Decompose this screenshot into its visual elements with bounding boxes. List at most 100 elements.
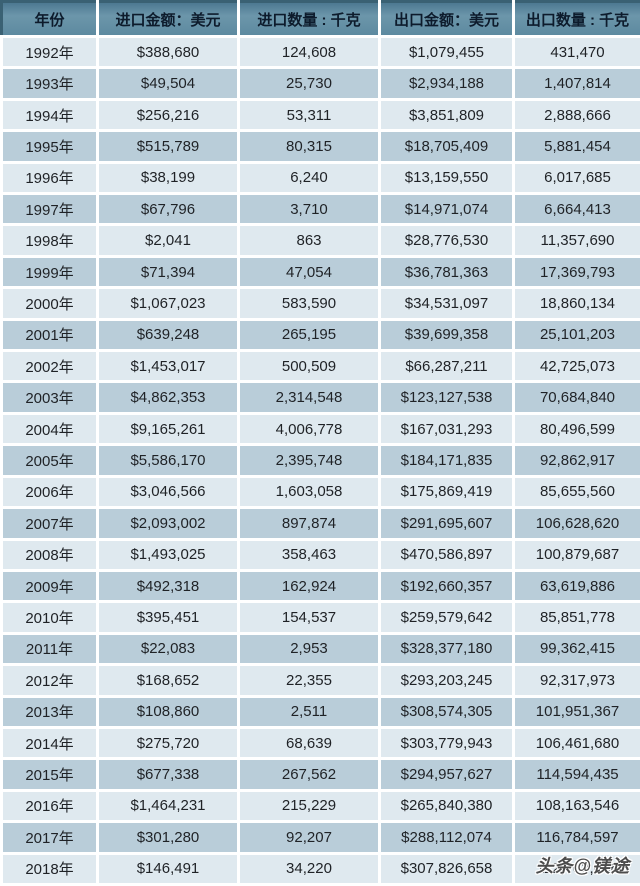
cell-import-value: $256,216 [99,100,237,130]
cell-import-qty: 583,590 [240,289,378,318]
cell-import-value: $1,493,025 [99,540,237,569]
cell-year: 1992年 [3,38,96,67]
cell-export-value: $3,851,809 [381,100,512,130]
cell-year: 2014年 [3,728,96,758]
cell-export-value: $192,660,357 [381,571,512,601]
cell-export-qty: 85,655,560 [515,477,640,507]
cell-export-value: $167,031,293 [381,414,512,444]
table-row: 2009年 $492,318 162,924 $192,660,357 63,619,8… [3,571,640,601]
cell-import-value: $395,451 [99,603,237,632]
cell-import-qty: 47,054 [240,257,378,287]
cell-import-qty: 500,509 [240,352,378,381]
cell-export-value: $66,287,211 [381,352,512,381]
cell-import-value: $492,318 [99,571,237,601]
cell-year: 2001年 [3,320,96,350]
cell-import-value: $4,862,353 [99,383,237,412]
cell-export-qty: 85,851,778 [515,603,640,632]
table-row: 1996年 $38,199 6,240 $13,159,550 6,017,685 [3,163,640,193]
cell-import-qty: 3,710 [240,195,378,224]
cell-import-value: $1,067,023 [99,289,237,318]
cell-year: 2011年 [3,634,96,664]
cell-year: 2016年 [3,791,96,821]
cell-year: 2010年 [3,603,96,632]
cell-export-value: $2,934,188 [381,69,512,98]
cell-year: 2005年 [3,446,96,475]
cell-export-qty: 18,860,134 [515,289,640,318]
cell-import-qty: 80,315 [240,132,378,161]
cell-import-value: $2,093,002 [99,509,237,538]
cell-export-value: $308,574,305 [381,697,512,726]
cell-import-value: $639,248 [99,320,237,350]
table-row: 1992年 $388,680 124,608 $1,079,455 431,470 [3,38,640,67]
cell-export-qty: 101,951,367 [515,697,640,726]
cell-export-qty: 2,888,666 [515,100,640,130]
cell-export-qty: 25,101,203 [515,320,640,350]
cell-export-qty: 5,881,454 [515,132,640,161]
table-row: 2016年 $1,464,231 215,229 $265,840,380 108,16… [3,791,640,821]
cell-import-value: $677,338 [99,760,237,789]
cell-year: 2017年 [3,823,96,852]
cell-import-value: $108,860 [99,697,237,726]
cell-export-qty: 100,879,687 [515,540,640,569]
cell-export-value: $265,840,380 [381,791,512,821]
cell-export-qty: 106,628,620 [515,509,640,538]
cell-year: 2008年 [3,540,96,569]
cell-export-value: $291,695,607 [381,509,512,538]
cell-import-qty: 4,006,778 [240,414,378,444]
cell-import-qty: 124,608 [240,38,378,67]
cell-year: 2003年 [3,383,96,412]
cell-import-qty: 34,220 [240,854,378,883]
cell-export-value: $36,781,363 [381,257,512,287]
cell-export-value: $39,699,358 [381,320,512,350]
cell-import-value: $71,394 [99,257,237,287]
cell-export-value: $1,079,455 [381,38,512,67]
cell-export-qty: 17,369,793 [515,257,640,287]
cell-export-value: $294,957,627 [381,760,512,789]
table-row: 2013年 $108,860 2,511 $308,574,305 101,951,36… [3,697,640,726]
table-row: 1999年 $71,394 47,054 $36,781,363 17,369,793 [3,257,640,287]
cell-year: 1994年 [3,100,96,130]
table-row: 2011年 $22,083 2,953 $328,377,180 99,362,415 [3,634,640,664]
table-row: 2002年 $1,453,017 500,509 $66,287,211 42,725,… [3,352,640,381]
col-header-year: 年份 [3,3,96,35]
cell-import-qty: 265,195 [240,320,378,350]
table-body: 1992年 $388,680 124,608 $1,079,455 431,470 199… [3,38,640,883]
cell-import-value: $146,491 [99,854,237,883]
cell-import-qty: 2,511 [240,697,378,726]
cell-year: 1998年 [3,226,96,255]
cell-year: 2002年 [3,352,96,381]
table-row: 2014年 $275,720 68,639 $303,779,943 106,461,6… [3,728,640,758]
cell-export-qty: 116,784,597 [515,823,640,852]
cell-export-qty: 112,703,086 [515,854,640,883]
cell-import-qty: 92,207 [240,823,378,852]
cell-import-qty: 358,463 [240,540,378,569]
cell-export-qty: 431,470 [515,38,640,67]
cell-export-value: $28,776,530 [381,226,512,255]
cell-import-value: $1,453,017 [99,352,237,381]
cell-year: 2013年 [3,697,96,726]
table-row: 2017年 $301,280 92,207 $288,112,074 116,784,5… [3,823,640,852]
cell-year: 1993年 [3,69,96,98]
cell-export-qty: 108,163,546 [515,791,640,821]
cell-export-value: $175,869,419 [381,477,512,507]
cell-export-value: $123,127,538 [381,383,512,412]
cell-export-qty: 11,357,690 [515,226,640,255]
cell-export-qty: 92,862,917 [515,446,640,475]
cell-export-value: $293,203,245 [381,666,512,695]
cell-import-value: $22,083 [99,634,237,664]
table-row: 1998年 $2,041 863 $28,776,530 11,357,690 [3,226,640,255]
cell-import-value: $388,680 [99,38,237,67]
cell-import-value: $275,720 [99,728,237,758]
cell-import-qty: 2,395,748 [240,446,378,475]
col-header-export-qty: 出口数量 : 千克 [515,3,640,35]
table-row: 2018年 $146,491 34,220 $307,826,658 112,703,0… [3,854,640,883]
cell-import-value: $2,041 [99,226,237,255]
table-row: 2006年 $3,046,566 1,603,058 $175,869,419 85,6… [3,477,640,507]
cell-year: 2012年 [3,666,96,695]
cell-import-value: $168,652 [99,666,237,695]
cell-import-value: $1,464,231 [99,791,237,821]
cell-import-qty: 1,603,058 [240,477,378,507]
cell-export-value: $288,112,074 [381,823,512,852]
cell-year: 2009年 [3,571,96,601]
